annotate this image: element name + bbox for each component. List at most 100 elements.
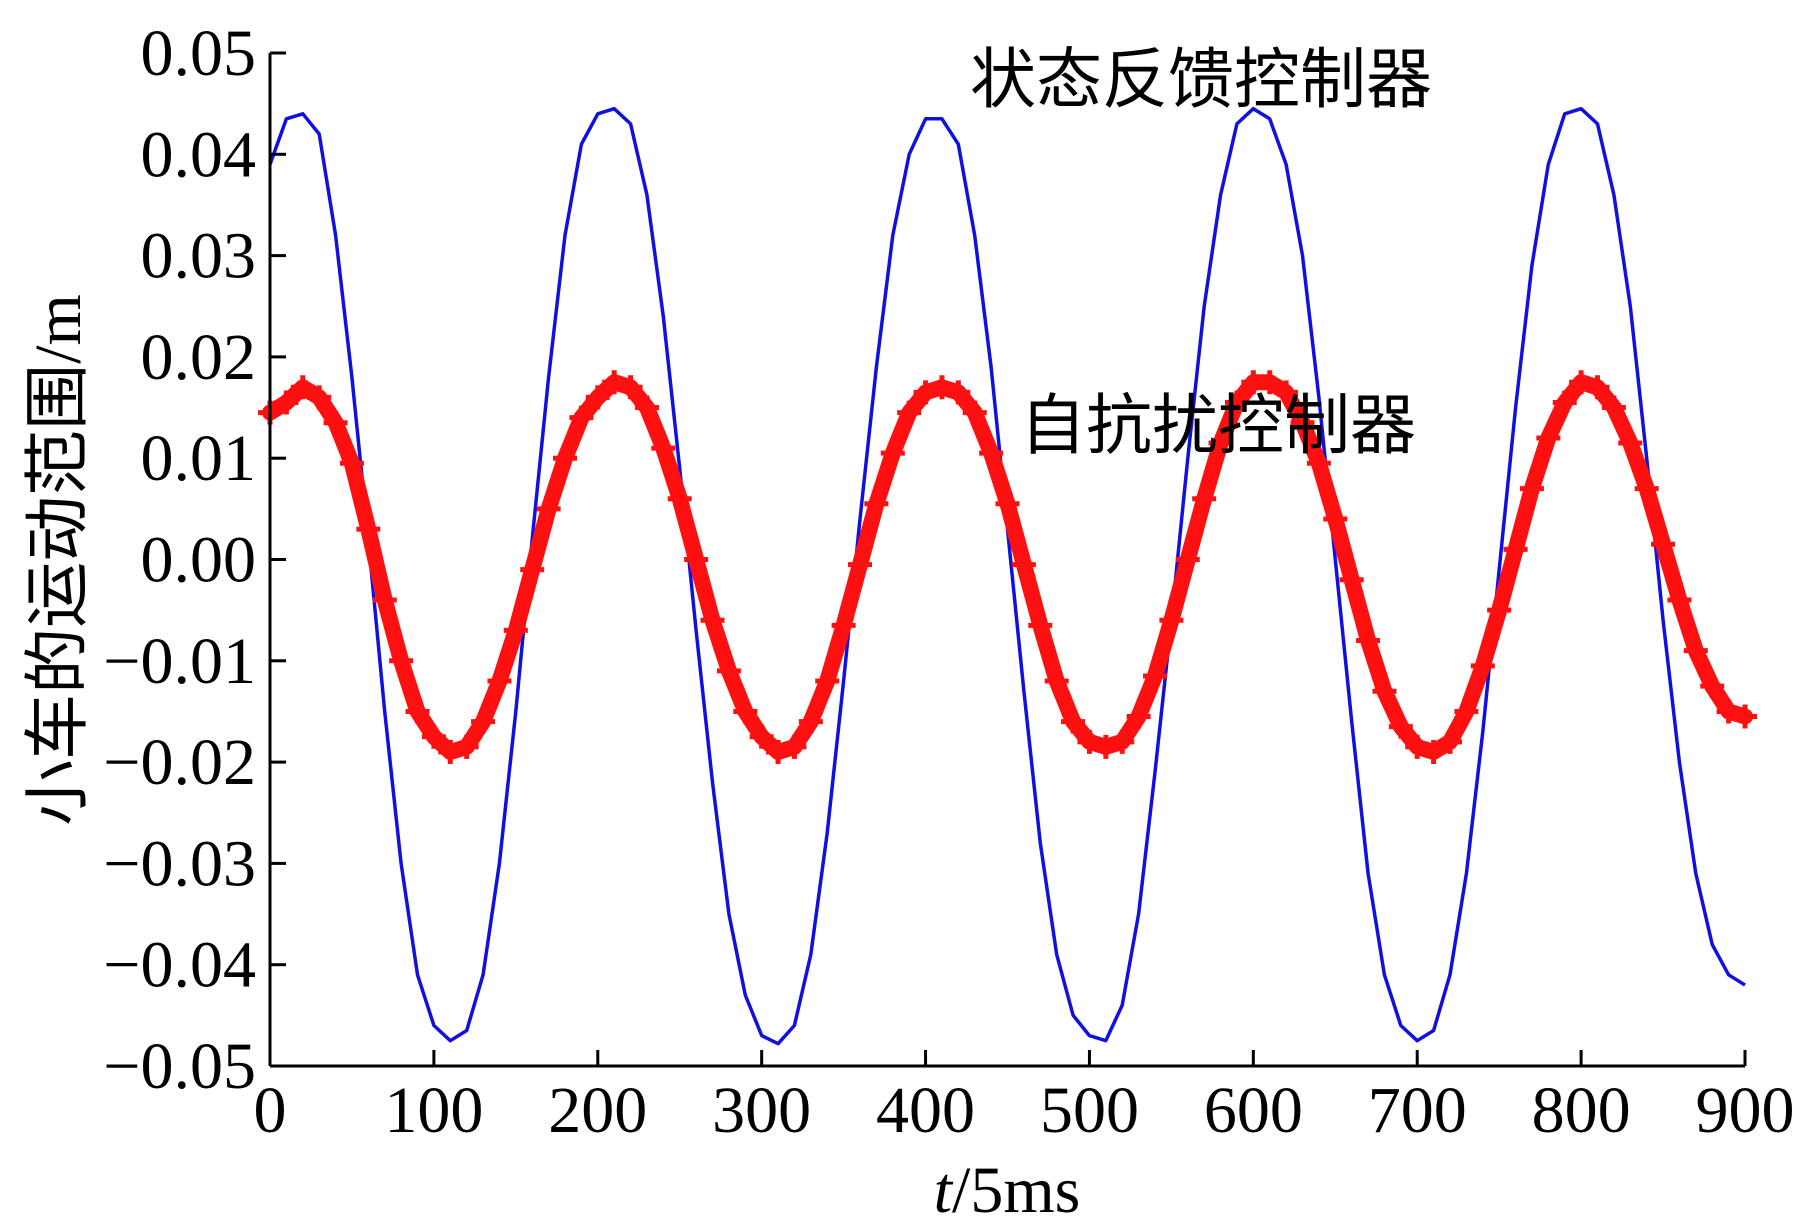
series-marker-adrc	[602, 370, 627, 395]
y-tick-label: −0.02	[103, 726, 256, 799]
series-marker-adrc	[1257, 370, 1282, 395]
series-marker-adrc	[356, 517, 381, 542]
series-marker-adrc	[1093, 734, 1118, 759]
series-marker-adrc	[1339, 567, 1364, 592]
series-marker-adrc	[618, 375, 643, 400]
series-marker-adrc	[389, 648, 414, 673]
series-marker-adrc	[274, 390, 299, 415]
series-marker-adrc	[667, 486, 692, 511]
x-tick-label: 800	[1532, 1074, 1631, 1147]
series-marker-adrc	[520, 557, 545, 582]
x-tick-label: 600	[1204, 1074, 1303, 1147]
series-marker-adrc	[848, 552, 872, 577]
series-marker-adrc	[684, 547, 709, 572]
series-marker-adrc	[339, 451, 364, 476]
x-tick-label: 900	[1696, 1074, 1795, 1147]
series-marker-adrc	[569, 405, 594, 430]
series-marker-adrc	[634, 395, 659, 420]
x-tick-label: 400	[876, 1074, 975, 1147]
series-markers-adrc	[258, 370, 1757, 764]
series-marker-adrc	[1143, 663, 1167, 688]
series-marker-adrc	[831, 613, 856, 638]
series-marker-adrc	[651, 436, 676, 461]
y-tick-label: 0.00	[141, 524, 257, 597]
series-marker-adrc	[995, 491, 1020, 516]
series-marker-adrc	[749, 724, 774, 749]
series-marker-adrc	[323, 410, 348, 435]
series-marker-adrc	[766, 739, 791, 764]
series-marker-adrc	[454, 734, 479, 759]
series-marker-adrc	[1552, 390, 1577, 415]
series-marker-adrc	[536, 496, 561, 521]
series-marker-adrc	[1208, 431, 1233, 456]
series-marker-adrc	[1405, 734, 1430, 759]
series-marker-adrc	[1306, 451, 1331, 476]
series-marker-adrc	[1224, 390, 1249, 415]
series-marker-adrc	[503, 618, 528, 643]
series-marker-adrc	[1192, 486, 1217, 511]
series-marker-adrc	[1044, 669, 1069, 694]
series-marker-adrc	[716, 658, 741, 683]
series-marker-adrc	[1683, 638, 1708, 663]
series-marker-adrc	[1536, 425, 1561, 450]
series-marker-adrc	[471, 709, 496, 734]
series-marker-adrc	[553, 446, 577, 471]
series-marker-adrc	[1569, 370, 1594, 395]
series-marker-adrc	[1388, 714, 1413, 739]
series-marker-adrc	[1274, 380, 1299, 405]
series-marker-adrc	[1126, 704, 1151, 729]
series-label-adrc: 自抗扰控制器	[1020, 387, 1416, 464]
y-axis-title: 小车的运动范围/m	[22, 294, 95, 826]
series-marker-adrc	[864, 491, 889, 516]
series-marker-adrc	[929, 375, 954, 400]
series-marker-adrc	[1601, 395, 1626, 420]
series-marker-adrc	[1519, 476, 1544, 501]
series-marker-adrc	[1438, 729, 1462, 754]
x-axis-title-unit: /5ms	[952, 1154, 1080, 1227]
x-tick-label: 200	[548, 1074, 647, 1147]
series-marker-adrc	[979, 441, 1004, 466]
y-tick-label: −0.01	[103, 625, 256, 698]
series-marker-adrc	[1159, 608, 1184, 633]
y-tick-label: 0.03	[141, 220, 257, 293]
series-marker-adrc	[1470, 653, 1495, 678]
x-tick-label: 300	[712, 1074, 811, 1147]
series-marker-adrc	[438, 739, 463, 764]
series-marker-adrc	[421, 724, 446, 749]
y-tick-label: −0.04	[103, 929, 256, 1002]
series-marker-adrc	[1028, 613, 1053, 638]
series-marker-adrc	[307, 385, 332, 410]
x-tick-label: 700	[1368, 1074, 1467, 1147]
x-tick-label: 100	[384, 1074, 483, 1147]
series-marker-adrc	[290, 375, 315, 400]
series-marker-adrc	[585, 385, 610, 410]
series-marker-adrc	[782, 734, 807, 759]
series-marker-adrc	[815, 669, 840, 694]
series-marker-adrc	[1618, 431, 1643, 456]
series-marker-adrc	[1421, 739, 1446, 764]
series-marker-adrc	[1585, 375, 1610, 400]
y-tick-label: −0.03	[103, 827, 256, 900]
y-tick-label: −0.05	[103, 1030, 256, 1103]
series-marker-adrc	[1011, 552, 1036, 577]
series-marker-adrc	[1290, 410, 1315, 435]
series-marker-adrc	[1487, 598, 1512, 623]
x-tick-label: 0	[254, 1074, 287, 1147]
series-marker-adrc	[1110, 729, 1135, 754]
y-tick-label: 0.01	[141, 422, 257, 495]
series-marker-adrc	[700, 608, 725, 633]
y-tick-label: 0.04	[141, 118, 257, 191]
series-marker-adrc	[913, 380, 938, 405]
series-marker-adrc	[733, 699, 758, 724]
series-marker-adrc	[1503, 537, 1528, 562]
series-marker-adrc	[1454, 699, 1479, 724]
x-axis-title: t/5ms	[934, 1154, 1081, 1227]
y-tick-label: 0.02	[141, 321, 257, 394]
series-marker-adrc	[1356, 628, 1381, 653]
series-marker-adrc	[798, 709, 823, 734]
x-axis-title-italic: t	[934, 1154, 954, 1227]
series-marker-adrc	[1372, 679, 1397, 704]
series-layer	[258, 106, 1757, 1046]
series-marker-adrc	[1634, 476, 1659, 501]
